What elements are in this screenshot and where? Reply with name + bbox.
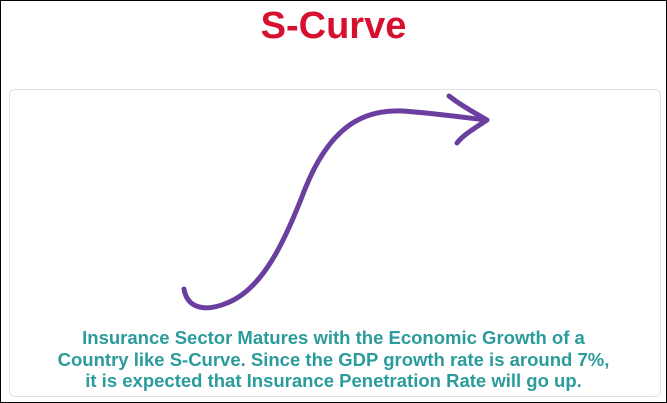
s-curve	[181, 108, 489, 311]
title: S-Curve	[260, 5, 407, 47]
panel	[9, 89, 661, 397]
caption-line: Insurance Sector Matures with the Econom…	[82, 327, 585, 348]
arrowhead	[446, 93, 490, 146]
caption-line: Country like S-Curve. Since the GDP grow…	[57, 348, 610, 370]
caption-line: it is expected that Insurance Penetratio…	[85, 370, 582, 391]
caption: Insurance Sector Matures with the Econom…	[1, 327, 666, 392]
